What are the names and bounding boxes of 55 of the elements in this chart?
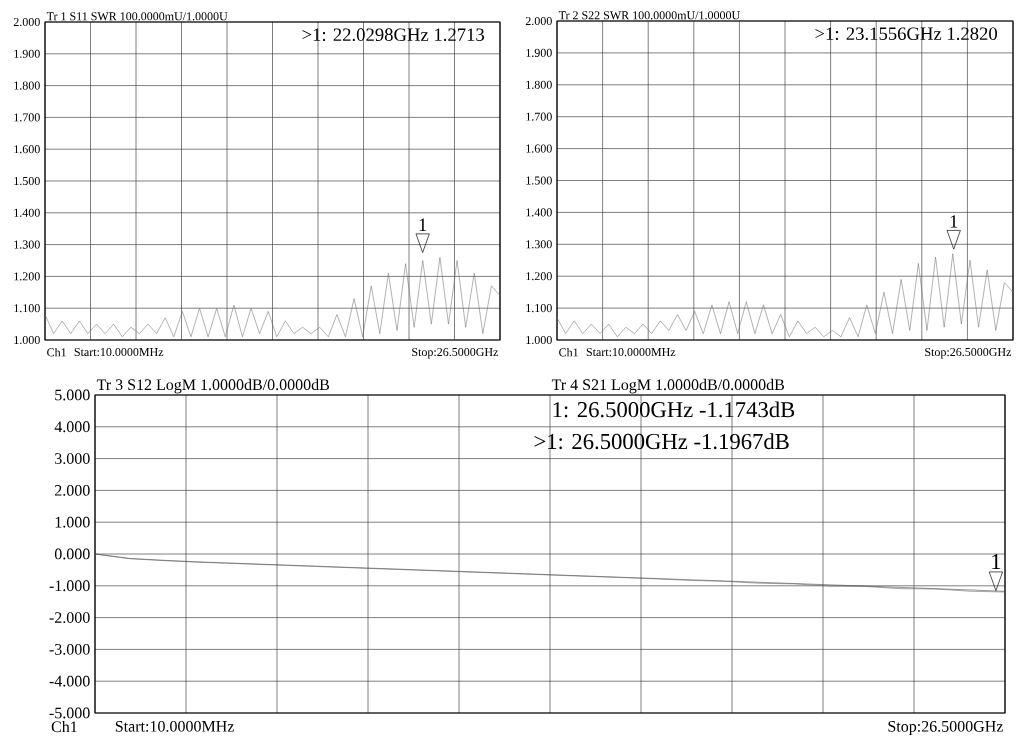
y-tick-label: 1.500 (526, 176, 552, 185)
y-tick-label: 0.000 (54, 548, 90, 560)
y-tick-label: 1.600 (526, 144, 552, 153)
text: Stop:26.5000GHz (925, 347, 1012, 359)
y-tick-label: 1.400 (526, 208, 552, 217)
y-tick-label: -4.000 (49, 675, 90, 687)
y-tick-label: 3.000 (55, 453, 90, 465)
y-tick-label: 4.000 (54, 421, 90, 433)
annotation: 1 (992, 554, 1001, 569)
y-tick-label: 1.500 (14, 176, 40, 186)
y-tick-label: -3.000 (49, 643, 90, 655)
text: Start:10.0000MHz (74, 347, 164, 357)
annotation: 1: 26.5000GHz -1.1743dB (553, 401, 795, 418)
y-tick-label: 1.700 (526, 112, 552, 121)
y-tick-label: 1.100 (14, 304, 40, 313)
y-tick-label: 1.600 (14, 145, 40, 154)
annotation: >1: 26.5000GHz -1.1967dB (534, 433, 789, 450)
line-series (556, 253, 1014, 338)
y-tick-label: 1.900 (14, 49, 40, 58)
y-tick-label: 1.000 (14, 335, 40, 345)
y-tick-label: 2.000 (55, 484, 90, 496)
y-tick-label: 1.000 (55, 516, 90, 528)
y-tick-label: 5.000 (55, 389, 90, 401)
y-tick-label: 1.900 (526, 48, 552, 57)
y-tick-label: 1.100 (526, 304, 552, 313)
y-tick-label: 1.000 (526, 335, 552, 345)
annotation: 1 (419, 218, 427, 231)
y-tick-label: 1.800 (526, 80, 552, 89)
text: Tr 4 S21 LogM 1.0000dB/0.0000dB (551, 378, 785, 394)
y-tick-label: 1.700 (14, 113, 40, 122)
text: Ch1 (47, 347, 66, 357)
y-tick-label: 1.300 (14, 240, 40, 249)
text: Ch1 (559, 347, 578, 357)
y-tick-label: 2.000 (13, 17, 40, 27)
y-tick-label: 1.200 (526, 272, 552, 281)
chart-title: Tr 2 S22 SWR 100.0000mU/1.0000U (558, 11, 740, 20)
y-tick-label: -5.000 (49, 707, 90, 719)
y-tick-label: 1.200 (14, 272, 40, 281)
y-tick-label: 1.400 (14, 208, 40, 217)
chart-title: Tr 3 S12 LogM 1.0000dB/0.0000dB (96, 378, 330, 394)
text: Stop:26.5000GHz (412, 347, 499, 359)
y-tick-label: -2.000 (49, 612, 90, 624)
annotation: 1 (950, 215, 958, 228)
y-tick-label: 2.000 (525, 16, 552, 26)
y-tick-label: -1.000 (49, 580, 90, 592)
annotation: >1: 22.0298GHz 1.2713 (302, 28, 485, 42)
y-tick-label: 1.300 (526, 240, 552, 249)
text: Start:10.0000MHz (115, 720, 234, 732)
text: Ch1 (51, 720, 77, 733)
text: Start:10.0000MHz (586, 347, 676, 357)
y-tick-label: 1.800 (14, 81, 40, 90)
annotation: >1: 23.1556GHz 1.2820 (815, 27, 997, 41)
line-series (44, 257, 501, 338)
chart-title: Tr 1 S11 SWR 100.0000mU/1.0000U (46, 12, 228, 21)
text: Stop:26.5000GHz (888, 720, 1003, 736)
